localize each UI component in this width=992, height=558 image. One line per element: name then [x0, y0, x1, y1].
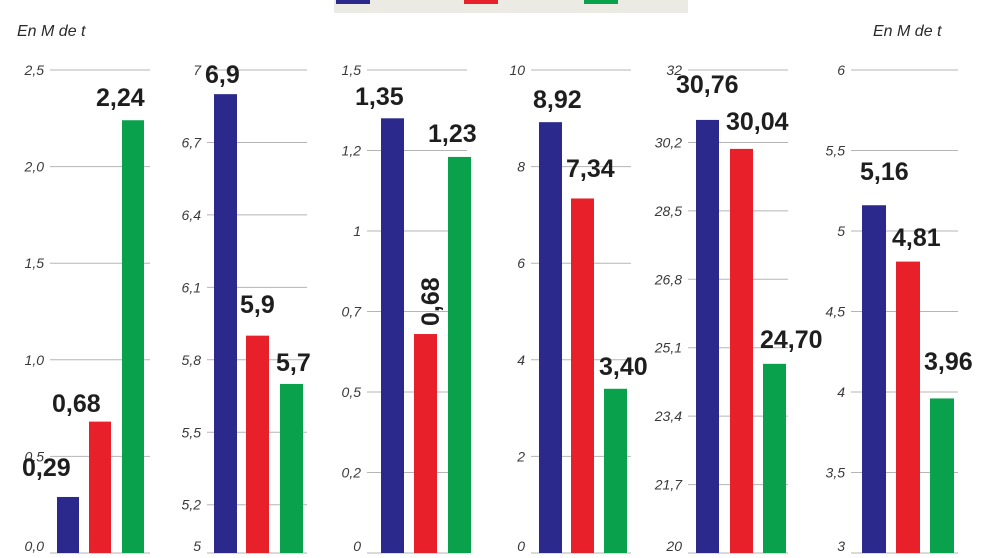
data-label: 2,24 — [96, 84, 145, 112]
bar-series-1 — [696, 119, 719, 553]
y-tick-label: 7 — [193, 62, 202, 78]
y-tick-label: 0,5 — [25, 448, 45, 464]
bar-series-1 — [381, 118, 404, 554]
y-tick-label: 0,7 — [342, 304, 363, 320]
data-label: 4,81 — [892, 224, 941, 252]
data-label: 8,92 — [533, 86, 582, 114]
bar-series-3 — [763, 363, 786, 553]
y-tick-label: 5,8 — [182, 352, 202, 368]
data-label: 0,29 — [22, 454, 71, 482]
y-tick-label: 0 — [517, 538, 525, 554]
bar-series-3 — [280, 383, 303, 553]
data-label: 3,40 — [599, 353, 648, 381]
y-tick-label: 2,0 — [24, 159, 45, 175]
y-tick-label: 0,5 — [342, 384, 362, 400]
y-tick-label: 1,2 — [342, 143, 362, 159]
data-label: 5,9 — [240, 291, 275, 319]
bar-series-1 — [214, 94, 237, 554]
bar-series-1 — [539, 122, 562, 553]
y-tick-label: 10 — [509, 62, 525, 78]
y-tick-label: 6,1 — [182, 279, 201, 295]
data-label: 24,70 — [760, 326, 823, 354]
data-label: 5,16 — [860, 158, 909, 186]
data-label: 6,9 — [205, 61, 240, 89]
bar-series-2 — [414, 334, 437, 553]
legend-swatch-series-3 — [584, 0, 618, 4]
y-tick-label: 4 — [517, 352, 525, 368]
data-label: 0,68 — [52, 390, 101, 418]
y-tick-label: 6 — [837, 62, 845, 78]
y-tick-label: 6,4 — [182, 207, 202, 223]
y-tick-label: 4,5 — [826, 304, 846, 320]
y-tick-label: 0,2 — [342, 465, 362, 481]
y-tick-label: 6 — [517, 255, 525, 271]
y-tick-label: 21,7 — [654, 477, 683, 493]
y-tick-label: 20 — [665, 538, 682, 554]
y-tick-label: 0,0 — [25, 538, 45, 554]
data-label: 30,76 — [676, 71, 739, 99]
unit-label-left: En M de t — [17, 23, 86, 40]
bar-series-1 — [57, 496, 79, 553]
y-tick-label: 1,5 — [25, 255, 45, 271]
y-tick-label: 25,1 — [654, 340, 682, 356]
y-tick-label: 32 — [666, 62, 682, 78]
bar-series-3 — [930, 398, 954, 553]
y-tick-label: 2,5 — [24, 62, 45, 78]
data-label: 1,35 — [355, 83, 404, 111]
y-tick-label: 3 — [837, 538, 845, 554]
legend-swatch-series-1 — [336, 0, 370, 4]
y-tick-label: 26,8 — [654, 271, 682, 287]
bar-series-3 — [604, 388, 627, 553]
legend-bar — [334, 0, 688, 13]
unit-label-right: En M de t — [873, 23, 942, 40]
y-tick-label: 28,5 — [654, 203, 682, 219]
data-label: 5,7 — [276, 349, 311, 377]
bar-series-2 — [896, 261, 920, 553]
bar-series-2 — [571, 198, 594, 553]
y-tick-label: 3,5 — [826, 465, 846, 481]
data-label: 0,68 — [417, 277, 445, 326]
y-tick-label: 2 — [516, 448, 525, 464]
data-label: 7,34 — [566, 155, 615, 183]
bar-series-3 — [448, 156, 471, 553]
data-label: 30,04 — [726, 108, 789, 136]
y-tick-label: 5 — [837, 223, 845, 239]
y-tick-label: 4 — [837, 384, 845, 400]
y-tick-label: 30,2 — [655, 134, 682, 150]
legend-swatch-series-2 — [464, 0, 498, 4]
y-tick-label: 5,5 — [826, 143, 846, 159]
y-tick-label: 1,5 — [342, 62, 362, 78]
y-tick-label: 5,5 — [182, 424, 202, 440]
y-tick-label: 23,4 — [654, 408, 682, 424]
y-tick-label: 0 — [353, 538, 361, 554]
data-label: 3,96 — [924, 348, 973, 376]
bar-series-1 — [862, 205, 886, 554]
y-tick-label: 5 — [193, 538, 201, 554]
bar-series-3 — [122, 120, 144, 554]
y-tick-label: 1 — [353, 223, 361, 239]
y-tick-label: 1,0 — [25, 352, 45, 368]
y-tick-label: 5,2 — [182, 497, 202, 513]
y-tick-label: 8 — [517, 159, 525, 175]
bar-series-2 — [89, 421, 111, 553]
data-label: 1,23 — [428, 120, 477, 148]
bar-series-2 — [730, 148, 753, 553]
bar-series-2 — [246, 335, 269, 553]
y-tick-label: 6,7 — [182, 134, 203, 150]
